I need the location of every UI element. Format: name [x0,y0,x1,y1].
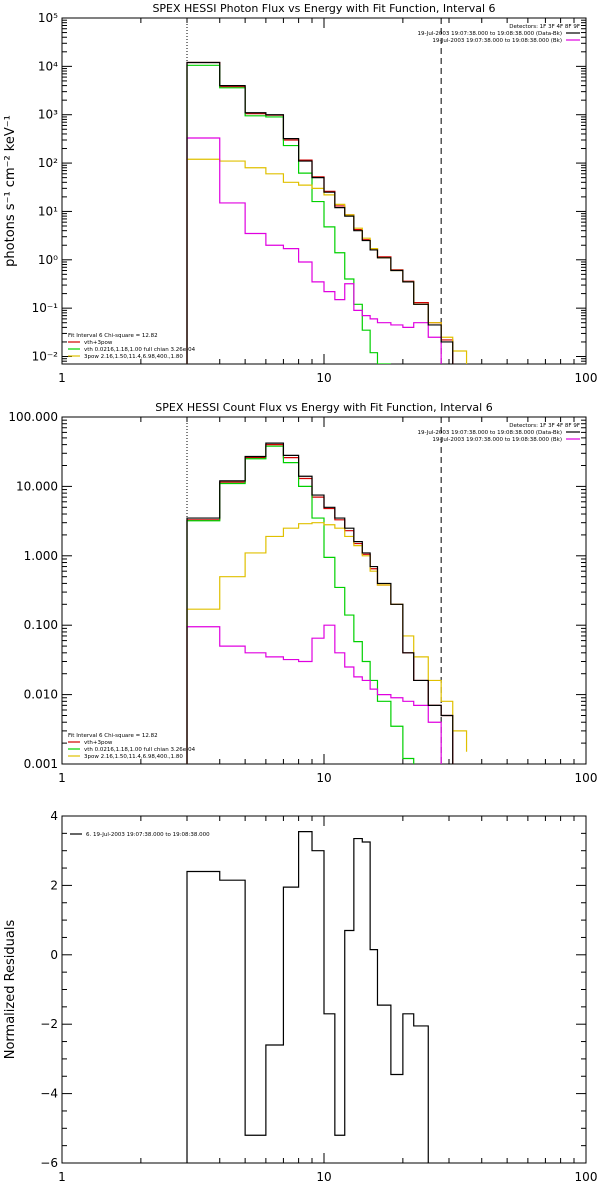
chart-title: SPEX HESSI Count Flux vs Energy with Fit… [155,401,492,414]
x-tick-label: 10 [316,1170,331,1184]
legend-entry: Fit Interval 6 Chi-square = 12.82 [68,333,158,339]
series-vth [186,445,415,764]
legend-entry: 19-Jul-2003 19:07:38.000 to 19:08:38.000… [432,38,562,44]
x-tick-label: 100 [575,771,598,785]
series-vth [186,64,391,364]
x-tick-label: 1 [58,371,66,385]
y-axis-ticks: 0.001 0.010 0.100 1.000 10.000 100.000 [8,410,586,771]
y-tick-label: 10⁻¹ [32,301,59,315]
series-group [186,61,468,364]
y-axis-ticks: 10⁻² 10⁻¹ 10⁰ 10¹ 10² 10³ 10⁴ 10⁵ [32,11,586,365]
series-data-bk [186,61,454,364]
series-residuals [186,831,429,1163]
y-tick-label: 10³ [38,108,58,122]
y-tick-label: 4 [50,809,58,823]
series-data-bk [186,442,454,764]
legend-entry: 19-Jul-2003 19:07:38.000 to 19:08:38.000… [432,437,562,443]
legend-entry: vth+3pow [84,340,113,346]
series-bk [186,624,442,764]
x-axis-ticks: 1 10 100 [58,816,597,1184]
legend-entry: vth 0.0216,1.18,1.00 full chian 3.26e-04 [84,347,196,353]
y-tick-label: 10⁰ [38,253,58,267]
y-tick-label: 10² [38,156,58,170]
series-bk [186,137,442,364]
legend-entry: Fit Interval 6 Chi-square = 12.82 [68,733,158,739]
y-axis-label: photons s⁻¹ cm⁻² keV⁻¹ [3,115,18,267]
legend-entry: 19-Jul-2003 19:07:38.000 to 19:08:38.000… [418,430,563,436]
legend-entry: Detectors: 1F 3F 4F 8F 9F [509,423,580,429]
y-tick-label: 0.010 [24,688,58,702]
y-tick-label: −4 [40,1087,58,1101]
x-tick-label: 1 [58,1170,66,1184]
chart-panel-1: SPEX HESSI Photon Flux vs Energy with Fi… [3,2,597,385]
legend-top-left: 6. 19-Jul-2003 19:07:38.000 to 19:08:38.… [70,832,210,838]
x-axis-ticks: 1 10 100 [58,18,597,385]
y-tick-label: 100.000 [8,410,58,424]
series-vth-3pow [186,61,454,364]
series-vth-3pow [186,444,454,764]
x-tick-label: 10 [316,371,331,385]
y-tick-label: 10⁻² [32,350,59,364]
y-axis-ticks: −6 −4 −2 0 2 4 [40,809,586,1170]
y-tick-label: 10¹ [38,204,58,218]
y-tick-label: 1.000 [24,549,58,563]
y-tick-label: 10⁵ [38,11,58,25]
y-tick-label: −2 [40,1017,58,1031]
y-tick-label: 0.100 [24,618,58,632]
legend-entry: vth+3pow [84,740,113,746]
legend-bottom-left: Fit Interval 6 Chi-square = 12.82vth+3po… [68,333,196,360]
legend-bottom-left: Fit Interval 6 Chi-square = 12.82vth+3po… [68,733,196,760]
y-tick-label: 0 [50,948,58,962]
chart-title: SPEX HESSI Photon Flux vs Energy with Fi… [152,2,495,15]
plot-frame [61,416,587,765]
legend-entry: 6. 19-Jul-2003 19:07:38.000 to 19:08:38.… [86,832,210,838]
legend-entry: 3pow 2.16,1.50,11.4,6.98,400.,1.80 [84,754,183,760]
legend-entry: 3pow 2.16,1.50,11.4,6.98,400.,1.80 [84,354,183,360]
legend-entry: 19-Jul-2003 19:07:38.000 to 19:08:38.000… [418,31,563,37]
y-tick-label: 2 [50,878,58,892]
y-axis-label: Normalized Residuals [3,920,18,1060]
x-tick-label: 100 [575,1170,598,1184]
chart-panel-3: Normalized Residuals 1 10 100 −6 −4 −2 0 2 4 6. 19… [3,809,597,1184]
chart-panel-2: SPEX HESSI Count Flux vs Energy with Fit… [8,401,597,785]
legend-entry: Detectors: 1F 3F 4F 8F 9F [509,24,580,30]
x-tick-label: 100 [575,371,598,385]
y-tick-label: −6 [40,1156,58,1170]
legend-entry: vth 0.0216,1.18,1.00 full chian 3.26e-04 [84,747,196,753]
x-axis-ticks: 1 10 100 [58,417,597,785]
series-group [186,831,429,1163]
x-tick-label: 10 [316,771,331,785]
y-tick-label: 10.000 [16,479,58,493]
y-tick-label: 0.001 [24,757,58,771]
series-3pow [186,522,468,764]
series-3pow [186,158,468,364]
series-group [186,442,468,764]
x-tick-label: 1 [58,771,66,785]
y-tick-label: 10⁴ [38,59,58,73]
